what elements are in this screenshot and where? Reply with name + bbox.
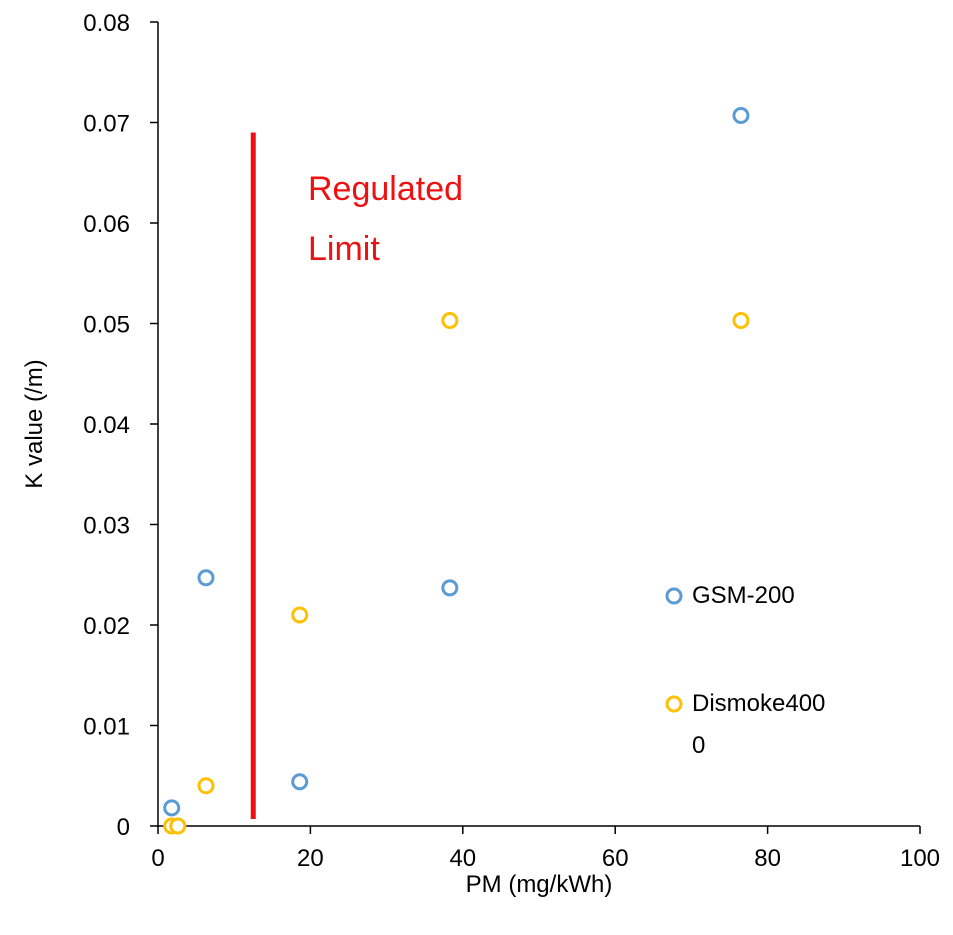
y-tick-label: 0.07 xyxy=(83,111,130,138)
x-tick-label: 0 xyxy=(151,845,164,872)
x-tick-label: 20 xyxy=(297,845,324,872)
point xyxy=(291,606,309,624)
y-axis-title: K value (/m) xyxy=(21,359,48,488)
x-tick-label: 100 xyxy=(900,845,940,872)
legend-marker xyxy=(665,587,683,605)
legend-label: GSM-200 xyxy=(692,582,795,609)
legend-marker xyxy=(665,695,683,713)
point xyxy=(291,773,309,791)
point xyxy=(441,311,459,329)
x-tick-label: 80 xyxy=(754,845,781,872)
x-tick-label: 40 xyxy=(449,845,476,872)
point xyxy=(169,817,187,835)
x-axis-title: PM (mg/kWh) xyxy=(466,871,613,898)
y-tick-label: 0 xyxy=(117,814,130,841)
y-tick-label: 0.03 xyxy=(83,513,130,540)
x-tick-label: 60 xyxy=(602,845,629,872)
point xyxy=(441,579,459,597)
y-tick-label: 0.02 xyxy=(83,613,130,640)
legend-label: Dismoke4000 xyxy=(692,690,826,759)
y-tick-label: 0.01 xyxy=(83,714,130,741)
y-tick-label: 0.08 xyxy=(83,10,130,37)
annotation: Regulated xyxy=(308,170,463,208)
point xyxy=(732,106,750,124)
point xyxy=(163,799,181,817)
point xyxy=(197,777,215,795)
annotation: Limit xyxy=(308,230,380,268)
y-tick-label: 0.05 xyxy=(83,312,130,339)
point xyxy=(732,311,750,329)
y-tick-label: 0.06 xyxy=(83,211,130,238)
y-tick-label: 0.04 xyxy=(83,412,130,439)
point xyxy=(197,569,215,587)
